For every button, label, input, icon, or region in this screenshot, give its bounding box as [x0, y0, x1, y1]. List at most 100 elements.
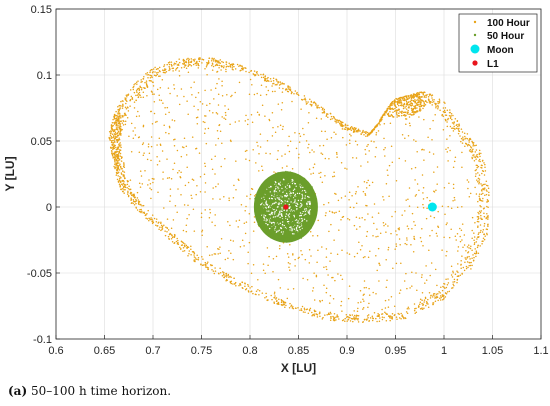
point-50-hour-gap: [275, 231, 278, 233]
point-100-hour: [308, 262, 311, 264]
point-100-hour: [398, 292, 401, 294]
point-100-hour: [463, 244, 466, 246]
point-50-hour-gap: [300, 186, 302, 189]
point-100-hour: [227, 220, 229, 223]
point-100-hour: [177, 188, 179, 190]
point-100-hour: [206, 104, 208, 106]
point-100-hour: [321, 153, 324, 155]
point-100-hour: [146, 94, 148, 97]
point-100-hour: [315, 104, 317, 106]
point-100-hour: [119, 133, 121, 136]
point-100-hour: [483, 162, 485, 164]
point-50-hour: [288, 197, 291, 199]
point-100-hour: [423, 101, 425, 103]
point-100-hour: [180, 155, 183, 158]
point-100-hour: [177, 239, 179, 242]
point-100-hour: [137, 92, 140, 95]
point-50-hour: [302, 207, 305, 209]
point-100-hour: [417, 96, 420, 99]
point-100-hour: [348, 219, 351, 221]
point-50-hour: [264, 199, 266, 202]
point-100-hour: [419, 100, 421, 102]
point-100-hour: [158, 99, 161, 101]
point-100-hour: [168, 238, 171, 240]
point-100-hour: [267, 89, 270, 92]
legend-label-l1: L1: [487, 59, 499, 70]
point-100-hour: [467, 181, 470, 183]
point-100-hour: [485, 193, 488, 196]
point-100-hour: [439, 299, 442, 301]
point-100-hour: [325, 212, 327, 214]
point-100-hour: [401, 315, 403, 317]
point-50-hour: [269, 192, 271, 194]
x-tick-label: 0.9: [339, 345, 354, 357]
point-100-hour: [395, 262, 398, 265]
x-axis-label: X [LU]: [281, 361, 316, 375]
point-100-hour: [451, 287, 453, 289]
point-100-hour: [477, 218, 479, 221]
point-100-hour: [128, 185, 130, 187]
point-100-hour: [421, 96, 423, 98]
point-100-hour: [168, 67, 171, 70]
point-100-hour: [123, 184, 126, 186]
point-100-hour: [209, 212, 212, 214]
point-100-hour: [394, 107, 396, 110]
point-100-hour: [360, 165, 362, 167]
point-100-hour: [190, 254, 192, 256]
point-100-hour: [416, 107, 418, 109]
point-100-hour: [184, 61, 186, 64]
point-50-hour: [262, 189, 265, 191]
point-100-hour: [119, 185, 122, 188]
point-100-hour: [377, 313, 379, 315]
point-100-hour: [162, 178, 164, 180]
point-50-hour: [274, 179, 277, 181]
point-100-hour: [119, 152, 122, 155]
point-100-hour: [139, 170, 142, 172]
point-100-hour: [419, 237, 422, 239]
point-100-hour: [416, 99, 418, 102]
point-100-hour: [384, 307, 387, 309]
point-100-hour: [364, 153, 367, 155]
point-100-hour: [416, 206, 419, 208]
point-100-hour: [235, 220, 238, 222]
point-100-hour: [467, 187, 469, 190]
point-100-hour: [367, 317, 369, 319]
point-50-hour: [293, 204, 296, 207]
point-50-hour: [255, 214, 257, 216]
point-100-hour: [142, 154, 145, 156]
point-100-hour: [435, 293, 438, 295]
point-100-hour: [471, 229, 473, 232]
point-100-hour: [118, 143, 120, 145]
point-100-hour: [405, 123, 407, 126]
point-50-hour: [296, 201, 299, 203]
point-100-hour: [191, 197, 193, 199]
point-50-hour: [301, 209, 303, 211]
point-100-hour: [204, 128, 207, 130]
point-100-hour: [133, 204, 136, 206]
point-50-hour: [286, 233, 289, 236]
point-100-hour: [233, 65, 235, 68]
point-100-hour: [329, 118, 332, 121]
point-100-hour: [421, 307, 423, 309]
point-100-hour: [308, 111, 310, 114]
point-100-hour: [214, 253, 217, 255]
point-50-hour-gap: [297, 220, 299, 222]
point-100-hour: [207, 61, 210, 64]
point-100-hour: [316, 313, 319, 316]
point-100-hour: [466, 257, 468, 259]
point-100-hour: [416, 110, 419, 113]
point-100-hour: [220, 69, 222, 71]
point-50-hour-gap: [290, 201, 292, 203]
point-100-hour: [284, 306, 286, 308]
point-100-hour: [114, 151, 116, 153]
point-100-hour: [183, 95, 185, 98]
point-100-hour: [205, 66, 208, 68]
point-100-hour: [476, 166, 478, 169]
point-100-hour: [420, 240, 423, 243]
point-100-hour: [321, 112, 324, 114]
point-100-hour: [151, 177, 154, 180]
point-100-hour: [357, 319, 359, 321]
point-100-hour: [296, 91, 298, 94]
point-100-hour: [333, 171, 335, 174]
point-50-hour-gap: [275, 209, 278, 211]
